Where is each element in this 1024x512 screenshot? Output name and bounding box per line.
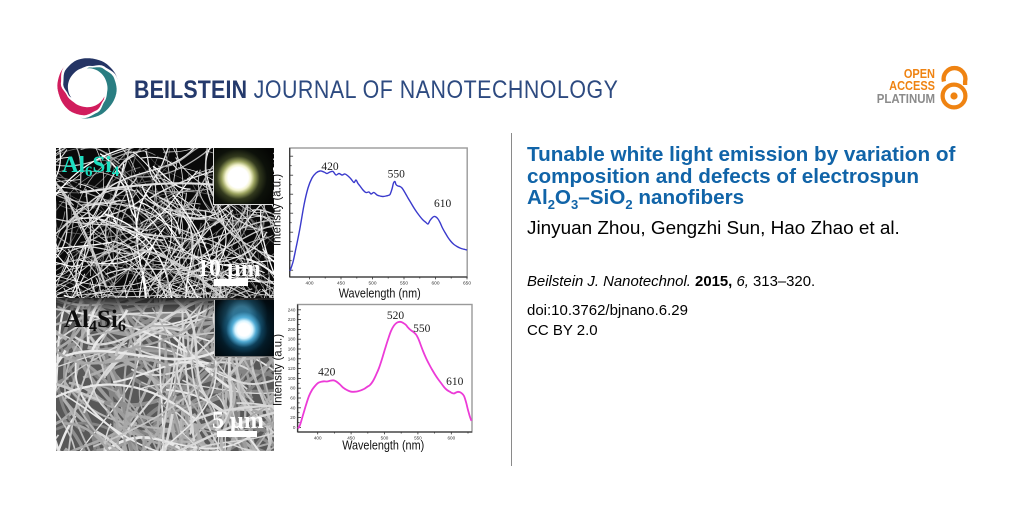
svg-text:650: 650 (463, 280, 471, 286)
svg-text:610: 610 (434, 198, 452, 210)
svg-text:450: 450 (347, 435, 355, 440)
svg-text:420: 420 (318, 367, 336, 379)
svg-text:200: 200 (288, 327, 296, 332)
svg-text:610: 610 (446, 376, 464, 388)
svg-text:140: 140 (288, 356, 296, 361)
svg-text:Wavelength (nm): Wavelength (nm) (342, 437, 424, 452)
svg-text:80: 80 (290, 386, 296, 391)
svg-text:550: 550 (413, 323, 431, 335)
svg-text:550: 550 (414, 435, 422, 440)
svg-text:550: 550 (400, 280, 408, 286)
svg-text:600: 600 (447, 435, 455, 440)
svg-text:600: 600 (431, 280, 439, 286)
svg-text:450: 450 (337, 280, 345, 286)
svg-text:0: 0 (293, 425, 296, 430)
svg-text:550: 550 (388, 169, 406, 181)
svg-text:100: 100 (288, 376, 296, 381)
svg-text:Intensity (a.u.): Intensity (a.u.) (273, 334, 285, 406)
svg-text:500: 500 (381, 435, 389, 440)
svg-text:500: 500 (368, 280, 376, 286)
svg-text:40: 40 (290, 405, 296, 410)
svg-text:420: 420 (321, 161, 339, 173)
svg-text:Wavelength (nm): Wavelength (nm) (339, 285, 421, 300)
svg-text:400: 400 (314, 435, 322, 440)
svg-text:180: 180 (288, 337, 296, 342)
svg-text:20: 20 (290, 415, 296, 420)
svg-text:Intensity (a.u.): Intensity (a.u.) (271, 174, 283, 246)
svg-text:220: 220 (288, 317, 296, 322)
svg-text:60: 60 (290, 396, 296, 401)
svg-text:240: 240 (288, 307, 296, 312)
svg-text:120: 120 (288, 366, 296, 371)
svg-text:520: 520 (387, 310, 405, 322)
svg-text:400: 400 (305, 280, 313, 286)
svg-text:160: 160 (288, 347, 296, 352)
